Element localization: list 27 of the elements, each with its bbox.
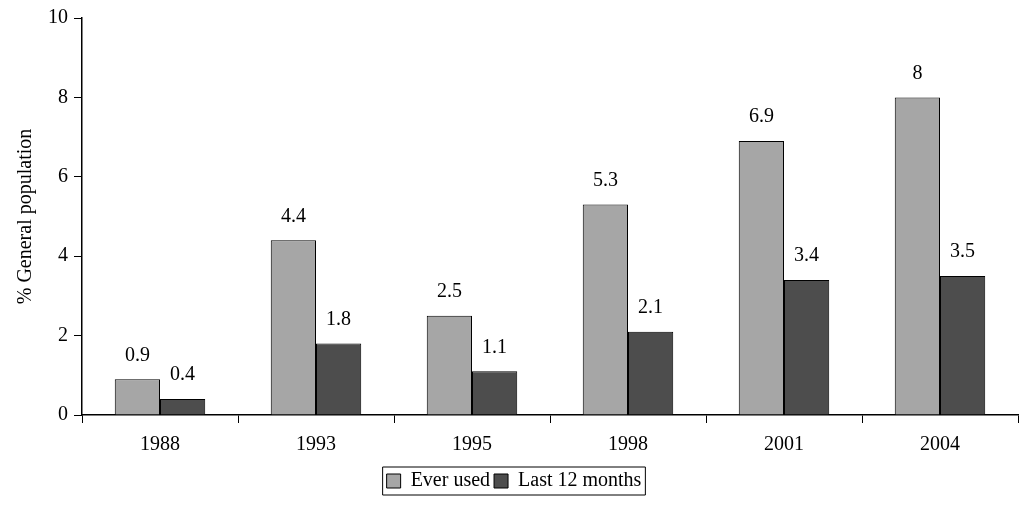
data-label: 5.3 [592, 167, 618, 190]
x-tick-label: 2004 [920, 432, 960, 455]
y-tick-label: 6 [58, 164, 68, 187]
legend-label: Ever used [410, 468, 491, 491]
x-tick-label: 1998 [608, 432, 648, 455]
x-tick-label: 1988 [140, 432, 180, 455]
data-label: 3.5 [950, 239, 976, 262]
y-tick-label: 8 [58, 84, 68, 107]
data-label: 2.1 [638, 294, 664, 317]
data-label: 6.9 [748, 104, 774, 127]
data-label: 3.4 [794, 243, 820, 266]
data-label: 2.5 [436, 279, 462, 301]
x-tick-label: 1995 [452, 432, 492, 455]
y-tick-label: 0 [58, 402, 68, 425]
data-label: 8 [912, 60, 923, 83]
x-tick-label: 2001 [764, 432, 804, 455]
y-tick-label: 4 [58, 243, 68, 266]
data-label: 0.4 [170, 362, 196, 385]
data-label: 0.9 [124, 342, 150, 365]
y-tick-label: 2 [58, 322, 68, 345]
x-tick-label: 1993 [296, 432, 336, 455]
y-tick-label: 10 [48, 5, 68, 28]
legend-label: Last 12 months [518, 468, 642, 491]
data-label: 1.1 [482, 334, 508, 357]
data-label: 1.8 [326, 306, 352, 329]
data-label: 4.4 [280, 203, 306, 226]
y-axis-title: % General population [13, 128, 37, 305]
